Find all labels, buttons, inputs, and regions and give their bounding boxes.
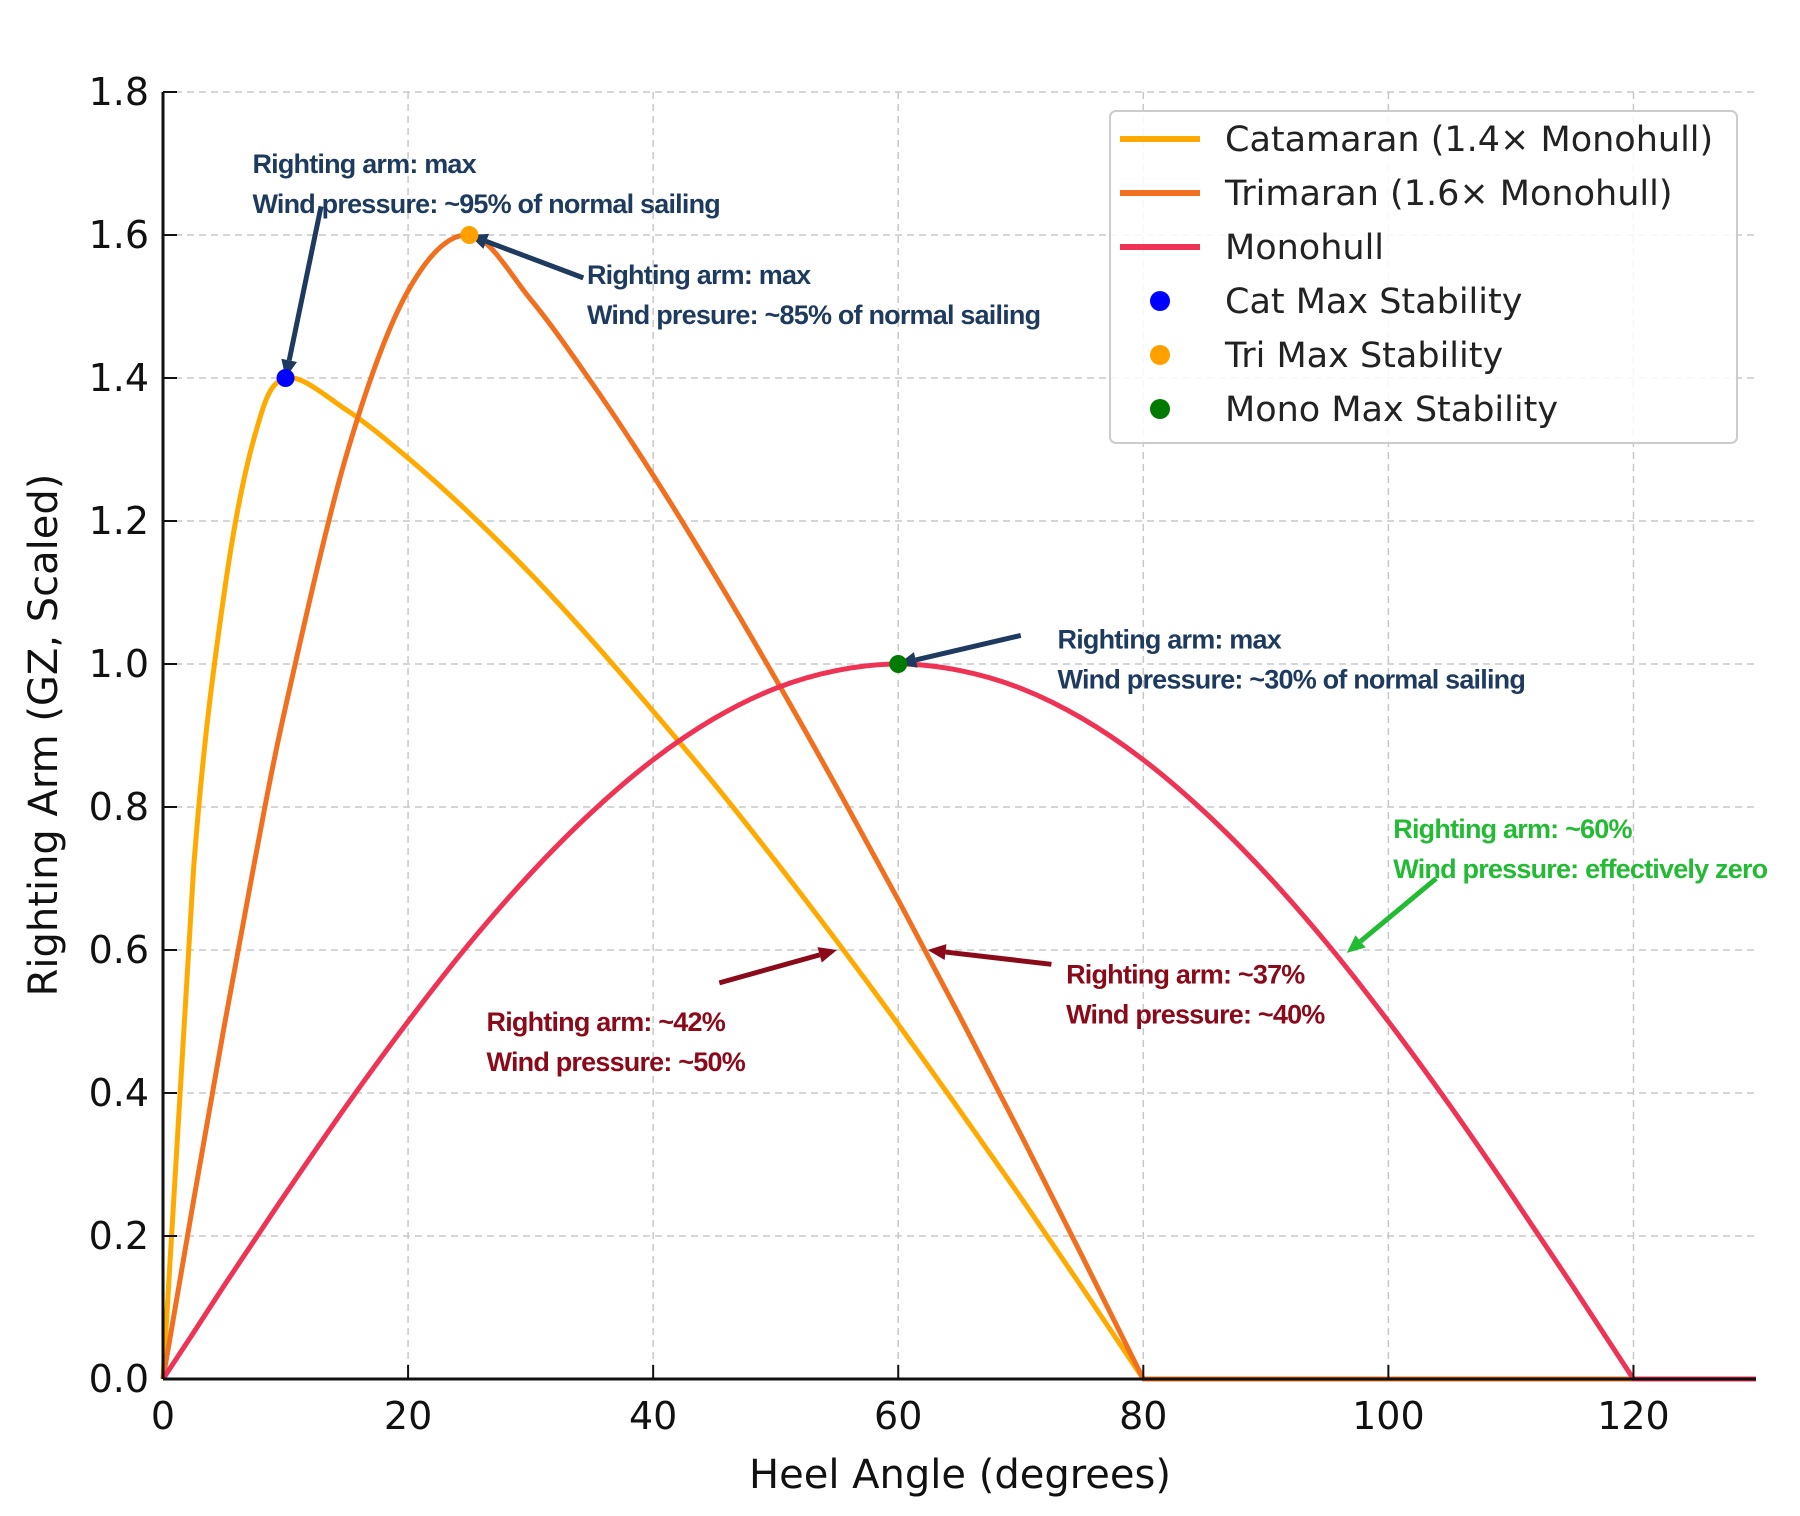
arrowhead-icon	[817, 947, 837, 963]
y-tick-label: 0.4	[89, 1071, 149, 1115]
annotation-arrow	[718, 952, 821, 986]
series-line-trimaran	[160, 232, 1756, 1382]
annotation-text: Wind pressure: ~40%	[1066, 999, 1325, 1029]
annotation: Righting arm: ~37% Wind pressure: ~40%	[927, 944, 1326, 1029]
x-tick-label: 20	[384, 1394, 432, 1438]
x-tick-label: 120	[1597, 1394, 1670, 1438]
annotation-text: Wind pressure: ~50%	[487, 1047, 746, 1077]
legend: Catamaran (1.4× Monohull) Trimaran (1.6× …	[1109, 110, 1738, 444]
x-tick-label: 80	[1119, 1394, 1167, 1438]
x-tick-label: 40	[629, 1394, 677, 1438]
legend-swatch-dot	[1150, 345, 1170, 365]
y-tick-label: 0.0	[89, 1357, 149, 1401]
y-tick-label: 1.2	[89, 499, 149, 543]
legend-label: Cat Max Stability	[1225, 282, 1522, 322]
legend-label: Monohull	[1225, 228, 1384, 268]
x-tick-label: 100	[1352, 1394, 1425, 1438]
y-tick-label: 0.8	[89, 785, 149, 829]
point-tri-max-stability	[460, 226, 479, 244]
max-points	[276, 226, 908, 673]
annotation-text: Righting arm: max	[587, 260, 811, 290]
legend-swatch-dot	[1150, 399, 1170, 419]
annotation-text: Wind pressure: effectively zero	[1393, 854, 1767, 884]
annotation-arrow	[1358, 876, 1438, 944]
arrowhead-icon	[1346, 935, 1366, 953]
legend-label: Tri Max Stability	[1224, 336, 1503, 376]
point-cat-max-stability	[276, 369, 295, 387]
series-lines	[160, 232, 1756, 1382]
x-tick-label: 0	[151, 1394, 175, 1438]
x-axis-label: Heel Angle (degrees)	[749, 1452, 1171, 1498]
series-line-monohull	[160, 661, 1756, 1382]
annotation-text: Righting arm: max	[252, 149, 476, 179]
annotation-text: Righting arm: ~60%	[1393, 814, 1632, 844]
annotation: Righting arm: ~60% Wind pressure: effecti…	[1346, 814, 1768, 953]
annotation: Righting arm: max Wind pressure: ~30% of …	[898, 625, 1526, 695]
y-tick-label: 0.2	[89, 1214, 149, 1258]
axes: 0 20 40 60 80 100 120 0.0 0.2 0.4 0.6 0.8 1.0 1.2 1.4 1…	[89, 70, 1756, 1438]
x-tick-label: 60	[874, 1394, 922, 1438]
grid	[162, 91, 1756, 1380]
annotation-text: Wind pressure: ~95% of normal sailing	[252, 189, 720, 219]
annotation-arrow	[485, 239, 585, 281]
annotation-text: Righting arm: ~37%	[1066, 959, 1305, 989]
y-tick-label: 0.6	[89, 928, 149, 972]
legend-label: Trimaran (1.6× Monohull)	[1224, 174, 1672, 214]
y-tick-label: 1.8	[89, 70, 149, 114]
annotation-text: Righting arm: ~42%	[487, 1007, 726, 1037]
annotation-arrow	[286, 205, 324, 361]
annotation: Righting arm: max Wind pressure: ~95% of …	[252, 149, 721, 378]
arrowhead-icon	[927, 944, 947, 961]
annotation-text: Wind presure: ~85% of normal sailing	[587, 300, 1040, 330]
annotation-arrow	[945, 949, 1052, 967]
y-tick-label: 1.4	[89, 356, 149, 400]
legend-label: Mono Max Stability	[1225, 390, 1558, 430]
annotations: Righting arm: max Wind pressure: ~95% of …	[252, 149, 1768, 1077]
annotation-text: Righting arm: max	[1058, 625, 1282, 655]
legend-swatch-dot	[1150, 291, 1170, 311]
annotation: Righting arm: ~42% Wind pressure: ~50%	[487, 947, 837, 1077]
y-axis-label: Righting Arm (GZ, Scaled)	[21, 474, 67, 997]
legend-label: Catamaran (1.4× Monohull)	[1225, 120, 1713, 160]
y-tick-label: 1.6	[89, 213, 149, 257]
annotation-arrow	[915, 632, 1022, 663]
legend-box	[1109, 110, 1738, 444]
annotation: Righting arm: max Wind presure: ~85% of n…	[469, 233, 1041, 330]
point-mono-max-stability	[889, 655, 908, 673]
series-line-catamaran	[160, 375, 1756, 1382]
y-tick-label: 1.0	[89, 642, 149, 686]
annotation-text: Wind pressure: ~30% of normal sailing	[1058, 665, 1526, 695]
